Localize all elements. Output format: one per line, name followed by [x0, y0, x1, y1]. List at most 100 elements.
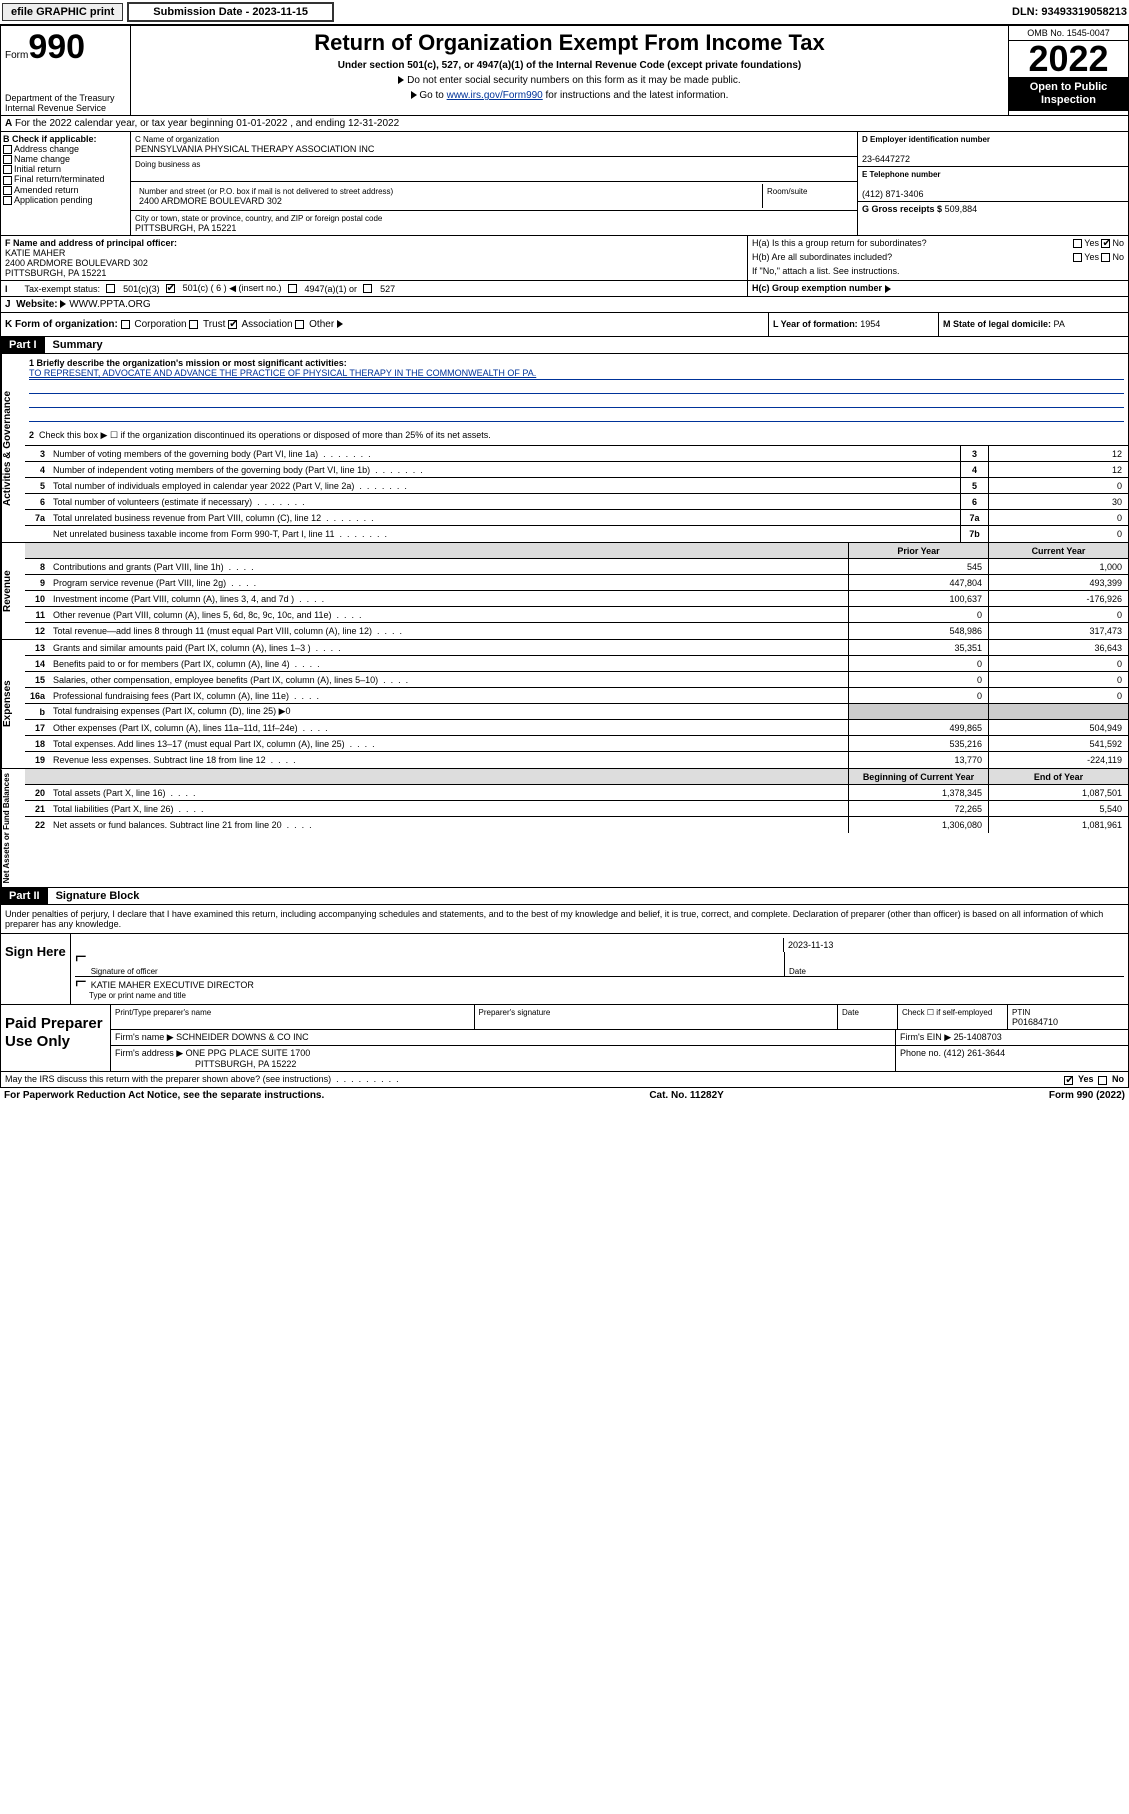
section-fh: F Name and address of principal officer:…: [0, 236, 1129, 281]
activities-governance: Activities & Governance 1 Briefly descri…: [0, 354, 1129, 543]
tax-year: 2022: [1009, 41, 1128, 77]
table-row: 7aTotal unrelated business revenue from …: [25, 510, 1128, 526]
section-bcd: B Check if applicable: Address change Na…: [0, 132, 1129, 236]
checkbox-icon[interactable]: [1101, 239, 1110, 248]
firm-name: SCHNEIDER DOWNS & CO INC: [176, 1032, 309, 1042]
officer-name-title: KATIE MAHER EXECUTIVE DIRECTOR: [91, 980, 254, 990]
checkbox-icon[interactable]: [288, 284, 297, 293]
side-label-rev: Revenue: [1, 543, 25, 639]
table-row: 16aProfessional fundraising fees (Part I…: [25, 688, 1128, 704]
checkbox-icon[interactable]: [121, 320, 130, 329]
ein-value: 23-6447272: [862, 154, 910, 164]
col-c: C Name of organizationPENNSYLVANIA PHYSI…: [131, 132, 858, 235]
year-formation: 1954: [860, 319, 880, 329]
form-subtitle-3: Go to www.irs.gov/Form990 for instructio…: [135, 90, 1004, 101]
ptin-value: P01684710: [1012, 1017, 1058, 1027]
table-row: 4Number of independent voting members of…: [25, 462, 1128, 478]
checkbox-icon[interactable]: [3, 165, 12, 174]
table-row: 14Benefits paid to or for members (Part …: [25, 656, 1128, 672]
table-row: 18Total expenses. Add lines 13–17 (must …: [25, 736, 1128, 752]
phone-value: (412) 871-3406: [862, 189, 924, 199]
table-row: 3Number of voting members of the governi…: [25, 446, 1128, 462]
form-subtitle-1: Under section 501(c), 527, or 4947(a)(1)…: [135, 60, 1004, 71]
irs-link[interactable]: www.irs.gov/Form990: [447, 90, 543, 101]
arrow-icon: [411, 91, 417, 99]
org-address: 2400 ARDMORE BOULEVARD 302: [139, 196, 282, 206]
table-row: 20Total assets (Part X, line 16) . . . .…: [25, 785, 1128, 801]
efile-button[interactable]: efile GRAPHIC print: [2, 3, 123, 21]
table-row: 10Investment income (Part VIII, column (…: [25, 591, 1128, 607]
table-row: 19Revenue less expenses. Subtract line 1…: [25, 752, 1128, 768]
checkbox-icon[interactable]: [3, 186, 12, 195]
checkbox-icon[interactable]: [1098, 1076, 1107, 1085]
side-label-na: Net Assets or Fund Balances: [1, 769, 25, 887]
checkbox-icon[interactable]: [3, 196, 12, 205]
table-row: 13Grants and similar amounts paid (Part …: [25, 640, 1128, 656]
arrow-icon: [398, 76, 404, 84]
col-de: D Employer identification number23-64472…: [858, 132, 1128, 235]
checkbox-icon[interactable]: [3, 155, 12, 164]
checkbox-icon[interactable]: [1073, 239, 1082, 248]
net-assets-section: Net Assets or Fund Balances Beginning of…: [0, 769, 1129, 888]
checkbox-icon[interactable]: [228, 320, 237, 329]
line-2: Check this box ▶ ☐ if the organization d…: [39, 430, 491, 440]
checkbox-icon[interactable]: [3, 145, 12, 154]
website-value: WWW.PPTA.ORG: [69, 299, 150, 310]
org-name: PENNSYLVANIA PHYSICAL THERAPY ASSOCIATIO…: [135, 144, 374, 154]
gross-receipts: 509,884: [945, 204, 978, 214]
paid-preparer: Paid Preparer Use Only Print/Type prepar…: [0, 1005, 1129, 1072]
table-row: 12Total revenue—add lines 8 through 11 (…: [25, 623, 1128, 639]
table-row: 8Contributions and grants (Part VIII, li…: [25, 559, 1128, 575]
irs-discuss: May the IRS discuss this return with the…: [0, 1072, 1129, 1087]
sign-here: Sign Here 2023-11-13 ⌐Signature of offic…: [0, 934, 1129, 1005]
side-label-ag: Activities & Governance: [1, 354, 25, 542]
arrow-icon: [60, 300, 66, 308]
mission-link[interactable]: TO REPRESENT, ADVOCATE AND ADVANCE THE P…: [29, 368, 536, 378]
revenue-section: Revenue Prior YearCurrent Year 8Contribu…: [0, 543, 1129, 640]
checkbox-icon[interactable]: [3, 176, 12, 185]
table-row: 17Other expenses (Part IX, column (A), l…: [25, 720, 1128, 736]
submission-date: Submission Date - 2023-11-15: [127, 2, 334, 22]
section-i: I Tax-exempt status: 501(c)(3) 501(c) ( …: [0, 281, 1129, 297]
checkbox-icon[interactable]: [1073, 253, 1082, 262]
part-i-header: Part ISummary: [0, 337, 1129, 354]
state-domicile: PA: [1054, 319, 1065, 329]
officer-name: KATIE MAHER: [5, 248, 65, 258]
checkbox-icon[interactable]: [189, 320, 198, 329]
section-klm: K Form of organization: Corporation Trus…: [0, 313, 1129, 337]
form-number: Form990: [5, 28, 126, 67]
arrow-icon: [337, 320, 343, 328]
form-subtitle-2: Do not enter social security numbers on …: [135, 75, 1004, 86]
table-row: 5Total number of individuals employed in…: [25, 478, 1128, 494]
table-row: 15Salaries, other compensation, employee…: [25, 672, 1128, 688]
checkbox-icon[interactable]: [295, 320, 304, 329]
table-row: 9Program service revenue (Part VIII, lin…: [25, 575, 1128, 591]
col-b: B Check if applicable: Address change Na…: [1, 132, 131, 235]
checkbox-icon[interactable]: [1064, 1076, 1073, 1085]
org-city: PITTSBURGH, PA 15221: [135, 223, 236, 233]
table-row: 6Total number of volunteers (estimate if…: [25, 494, 1128, 510]
table-row: Net unrelated business taxable income fr…: [25, 526, 1128, 542]
firm-ein: 25-1408703: [954, 1032, 1002, 1042]
checkbox-icon[interactable]: [363, 284, 372, 293]
checkbox-icon[interactable]: [166, 284, 175, 293]
section-j: J Website: WWW.PPTA.ORG: [0, 297, 1129, 313]
side-label-exp: Expenses: [1, 640, 25, 768]
form-title: Return of Organization Exempt From Incom…: [135, 30, 1004, 56]
checkbox-icon[interactable]: [106, 284, 115, 293]
top-toolbar: efile GRAPHIC print Submission Date - 20…: [0, 0, 1129, 24]
firm-phone: (412) 261-3644: [944, 1048, 1006, 1058]
form-header: Form990 Department of the Treasury Inter…: [0, 24, 1129, 116]
signature-intro: Under penalties of perjury, I declare th…: [0, 905, 1129, 934]
column-header: Prior YearCurrent Year: [25, 543, 1128, 559]
expenses-section: Expenses 13Grants and similar amounts pa…: [0, 640, 1129, 769]
part-ii-header: Part IISignature Block: [0, 888, 1129, 905]
dept-label: Department of the Treasury Internal Reve…: [5, 93, 126, 113]
dln-label: DLN: 93493319058213: [1012, 6, 1127, 18]
table-row: bTotal fundraising expenses (Part IX, co…: [25, 704, 1128, 720]
table-row: 11Other revenue (Part VIII, column (A), …: [25, 607, 1128, 623]
line-a: A For the 2022 calendar year, or tax yea…: [0, 116, 1129, 132]
footer: For Paperwork Reduction Act Notice, see …: [0, 1088, 1129, 1103]
firm-address: ONE PPG PLACE SUITE 1700: [186, 1048, 311, 1058]
checkbox-icon[interactable]: [1101, 253, 1110, 262]
